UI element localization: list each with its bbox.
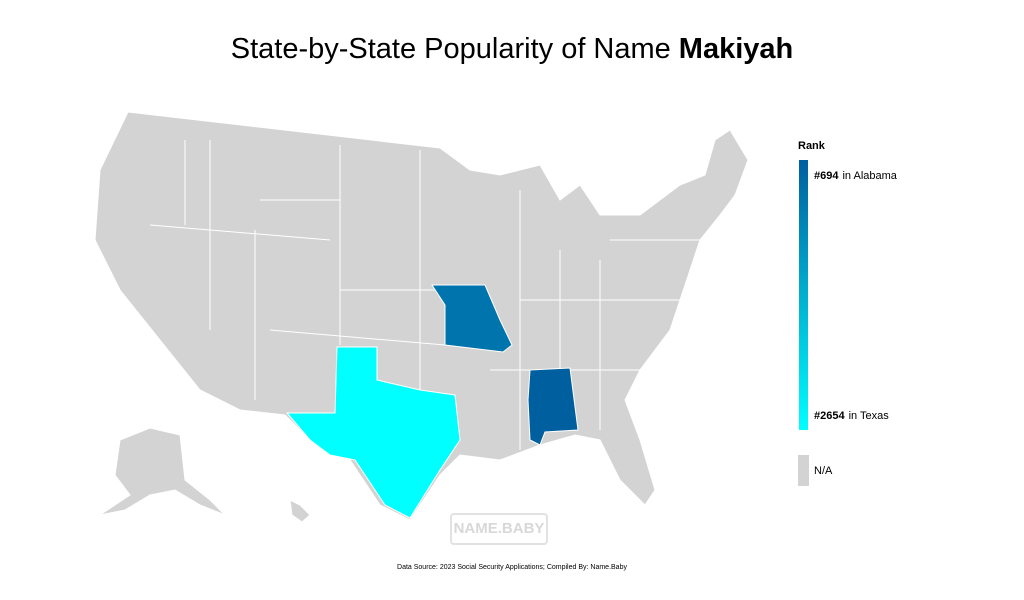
title: State-by-State Popularity of Name Makiyah [231, 33, 794, 65]
watermark: NAME.BABY [454, 520, 545, 537]
legend-na-label: N/A [814, 465, 833, 477]
legend-bottom-state: in Texas [849, 410, 890, 422]
state-texas [285, 346, 461, 519]
legend-bottom-rank: #2654 [814, 410, 845, 422]
watermark-box: NAME.BABY [450, 513, 548, 545]
title-text: State-by-State Popularity of Name [231, 33, 671, 65]
legend-top: #694 in Alabama [814, 170, 898, 182]
state-hawaii [289, 499, 311, 523]
legend-gradient [799, 160, 808, 430]
state-alaska [99, 427, 226, 516]
legend-bottom: #2654 in Texas [814, 410, 889, 422]
footer: Data Source: 2023 Social Security Applic… [397, 564, 627, 571]
us-mainland [94, 111, 749, 521]
legend-na-swatch [798, 455, 809, 486]
title-name: Makiyah [679, 33, 793, 65]
legend-top-rank: #694 [814, 170, 839, 182]
state-alabama [527, 367, 579, 446]
state-missouri [431, 284, 513, 353]
legend: Rank #694 in Alabama #2654 in Texas N/A [798, 140, 898, 486]
legend-top-state: in Alabama [842, 170, 897, 182]
map [94, 111, 749, 523]
legend-title: Rank [798, 140, 826, 152]
